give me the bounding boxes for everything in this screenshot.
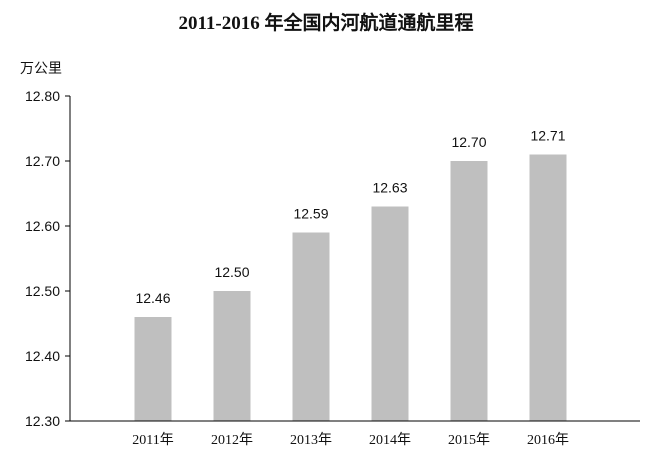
- y-tick-label: 12.40: [25, 348, 60, 364]
- data-label: 12.70: [451, 134, 486, 150]
- y-tick-label: 12.50: [25, 283, 60, 299]
- x-category-label: 2014年: [369, 432, 411, 448]
- y-axis: 12.30 12.40 12.50 12.60 12.70 12.80: [25, 88, 71, 429]
- x-category-label: 2013年: [290, 432, 332, 448]
- bar: [450, 161, 488, 421]
- x-category-label: 2011年: [132, 432, 173, 448]
- data-label: 12.46: [135, 290, 170, 306]
- x-category-label: 2015年: [448, 432, 490, 448]
- y-tick-label: 12.80: [25, 88, 60, 104]
- x-category-label: 2012年: [211, 432, 253, 448]
- bar: [213, 291, 251, 421]
- bar: [292, 232, 330, 421]
- data-label: 12.71: [530, 128, 565, 144]
- x-axis: 2011年 2012年 2013年 2014年 2015年 2016年: [70, 420, 640, 448]
- bar: [134, 317, 172, 421]
- x-category-label: 2016年: [527, 432, 569, 448]
- y-tick-label: 12.60: [25, 218, 60, 234]
- bar: [529, 154, 567, 421]
- data-label: 12.59: [293, 206, 328, 222]
- y-tick-label: 12.70: [25, 153, 60, 169]
- y-tick-label: 12.30: [25, 413, 60, 429]
- data-label: 12.63: [372, 180, 407, 196]
- data-label: 12.50: [214, 264, 249, 280]
- bars: 12.46 12.50 12.59 12.63 12.70 12.71: [134, 128, 567, 421]
- chart-title: 2011-2016 年全国内河航道通航里程: [178, 13, 474, 34]
- y-axis-unit-label: 万公里: [20, 60, 62, 76]
- bar: [371, 206, 409, 421]
